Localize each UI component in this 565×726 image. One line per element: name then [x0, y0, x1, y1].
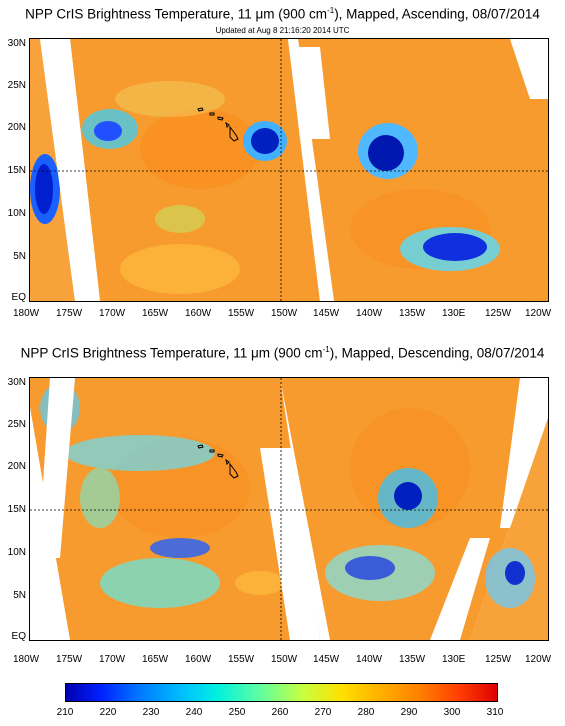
lat-label: 20N [7, 122, 26, 133]
lon-label: 155W [228, 654, 255, 665]
lon-label: 135W [399, 308, 426, 319]
lat-label: EQ [11, 631, 26, 642]
lat-label: 15N [7, 165, 26, 176]
colorbar-tick-label: 250 [228, 707, 246, 718]
lat-label: 5N [13, 590, 26, 601]
lat-label: 30N [7, 377, 26, 388]
lon-label: 180W [13, 308, 40, 319]
lon-label: 155W [228, 308, 255, 319]
lon-label: 125W [485, 654, 512, 665]
lon-label: 120W [525, 308, 552, 319]
lon-label: 150W [271, 654, 298, 665]
colorbar-tick-label: 290 [400, 707, 418, 718]
colorbar-tick-label: 280 [357, 707, 375, 718]
colorbar-tick-label: 310 [486, 707, 504, 718]
lat-label: 25N [7, 419, 26, 430]
lon-label: 150W [271, 308, 298, 319]
lon-label: 165W [142, 308, 169, 319]
descending-map [29, 377, 549, 641]
lon-label: 130E [442, 308, 466, 319]
lon-label: 160W [185, 654, 212, 665]
colorbar-tick-label: 260 [271, 707, 289, 718]
bottom-map-title: NPP CrIS Brightness Temperature, 11 μm (… [20, 345, 545, 361]
colorbar-tick-label: 300 [443, 707, 461, 718]
lon-label: 125W [485, 308, 512, 319]
colorbar-tick-label: 240 [185, 707, 203, 718]
lon-label: 175W [56, 308, 83, 319]
colorbar-tick-label: 210 [56, 707, 74, 718]
lon-label: 140W [356, 654, 383, 665]
top-map-subtitle: Updated at Aug 8 21:16:20 2014 UTC [215, 26, 350, 35]
lon-label: 160W [185, 308, 212, 319]
lat-label: 5N [13, 251, 26, 262]
lon-label: 170W [99, 654, 126, 665]
lat-label: 10N [7, 547, 26, 558]
colorbar-tick-label: 270 [314, 707, 332, 718]
lon-label: 145W [313, 654, 340, 665]
lat-label: 15N [7, 504, 26, 515]
lat-label: 30N [7, 38, 26, 49]
lon-label: 175W [56, 654, 83, 665]
lon-label: 165W [142, 654, 169, 665]
lon-label: 135W [399, 654, 426, 665]
lon-label: 130E [442, 654, 466, 665]
top-map-title: NPP CrIS Brightness Temperature, 11 μm (… [25, 6, 540, 22]
lat-label: 10N [7, 208, 26, 219]
colorbar-tick-label: 230 [142, 707, 160, 718]
lat-label: 25N [7, 80, 26, 91]
lon-label: 145W [313, 308, 340, 319]
lon-label: 180W [13, 654, 40, 665]
temperature-colorbar [65, 683, 498, 702]
lon-label: 140W [356, 308, 383, 319]
ascending-map [29, 38, 549, 302]
lat-label: EQ [11, 292, 26, 303]
colorbar-tick-label: 220 [99, 707, 117, 718]
lat-label: 20N [7, 461, 26, 472]
lon-label: 120W [525, 654, 552, 665]
lon-label: 170W [99, 308, 126, 319]
